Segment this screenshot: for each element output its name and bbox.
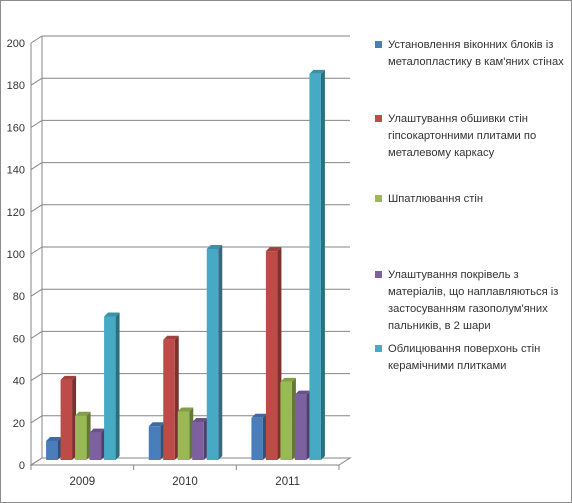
legend-swatch-3 [375, 195, 382, 202]
bar-2011-series-4 [294, 390, 311, 460]
bar-front [309, 73, 321, 461]
bar-front [265, 251, 278, 460]
bar-front [46, 441, 58, 460]
legend-label-1: Установлення віконних блоків із металопл… [388, 39, 564, 68]
bar-2011-series-2 [265, 247, 282, 460]
bar-side [115, 312, 120, 460]
bar-front [163, 339, 175, 460]
gridline-side-140 [30, 162, 43, 171]
gridline-side-20 [30, 415, 43, 424]
bar-top [280, 377, 296, 382]
tick-labels: 0 20 40 60 80 100 120 140 160 180 200 2009 2010 2011 [7, 38, 300, 488]
bar-2010-series-2 [163, 335, 179, 460]
y-tick-label-180: 180 [7, 80, 25, 92]
x-tick-label-2009: 2009 [70, 476, 96, 488]
bar-front [251, 417, 263, 460]
legend-swatch-4 [375, 271, 382, 278]
bar-top [294, 390, 311, 395]
bar-2009-series-4 [89, 428, 106, 460]
legend-label-5: Облицювання поверхонь стін керамічними п… [388, 343, 541, 372]
y-tick-label-40: 40 [13, 376, 25, 388]
bar-2009-series-5 [104, 312, 120, 460]
gridline-side-160 [30, 119, 43, 128]
bar-2010-series-3 [177, 407, 194, 460]
bar-top [251, 413, 267, 418]
bar-top [163, 335, 179, 340]
legend-label-3: Шпатлювання стін [388, 193, 484, 205]
y-tick-label-100: 100 [7, 249, 25, 261]
y-tick-label-120: 120 [7, 207, 25, 219]
bar-2011-series-5 [309, 69, 325, 461]
bar-front [148, 426, 161, 460]
legend-label-4: Улаштування покрівель з матеріалів, що н… [388, 269, 559, 332]
bar-2010-series-5 [206, 245, 223, 460]
legend-swatch-2 [375, 115, 382, 122]
bar-top [60, 375, 77, 380]
bar-front [89, 432, 102, 460]
y-tick-label-20: 20 [13, 418, 25, 430]
bar-top [75, 411, 91, 416]
legend-swatch-1 [375, 41, 382, 48]
bar-top [309, 69, 325, 74]
bar-2010-series-1 [148, 422, 165, 460]
bar-front [177, 411, 190, 460]
bar-top [46, 437, 62, 442]
x-tick-label-2010: 2010 [172, 476, 198, 488]
bar-top [192, 418, 208, 423]
x-tick-label-2011: 2011 [275, 476, 300, 488]
gridline-side-200 [30, 35, 43, 44]
bar-side [320, 69, 325, 461]
bar-2009-series-2 [60, 375, 77, 460]
bar-front [192, 422, 204, 460]
chart-legend: Установлення віконних блоків із металопл… [375, 0, 570, 420]
legend-label-2: Улаштування обшивки стін гіпсокартонними… [388, 113, 537, 159]
y-tick-label-0: 0 [19, 460, 25, 472]
bar-front [75, 415, 87, 460]
bar-2009-series-1 [46, 437, 62, 460]
bar-top [177, 407, 194, 412]
gridline-side-40 [30, 373, 43, 382]
gridline-side-80 [30, 288, 43, 297]
bar-top [206, 245, 223, 249]
bar-top [89, 428, 106, 433]
gridline-side-100 [30, 246, 43, 255]
bar-2009-series-3 [75, 411, 91, 460]
bar-front [104, 316, 116, 460]
bar-top [148, 422, 165, 427]
gridline-side-180 [30, 77, 43, 86]
bar-2011-series-1 [251, 413, 267, 460]
gridline-side-60 [30, 330, 43, 339]
y-tick-label-200: 200 [7, 38, 25, 50]
axes [29, 36, 352, 470]
y-tick-label-140: 140 [7, 165, 25, 177]
bar-top [265, 247, 282, 252]
gridline-side-120 [30, 204, 43, 213]
bars [46, 69, 325, 461]
bar-front [206, 249, 219, 460]
bar-2011-series-3 [280, 377, 296, 460]
bar-front [60, 379, 73, 460]
bar-front [294, 394, 307, 460]
legend-swatch-5 [375, 345, 382, 352]
y-tick-label-60: 60 [13, 333, 25, 345]
bar-2010-series-4 [192, 418, 208, 460]
bar-side [218, 245, 223, 460]
y-tick-label-160: 160 [7, 122, 25, 134]
bar-front [280, 381, 292, 460]
bar-top [104, 312, 120, 317]
y-tick-label-80: 80 [13, 291, 25, 303]
